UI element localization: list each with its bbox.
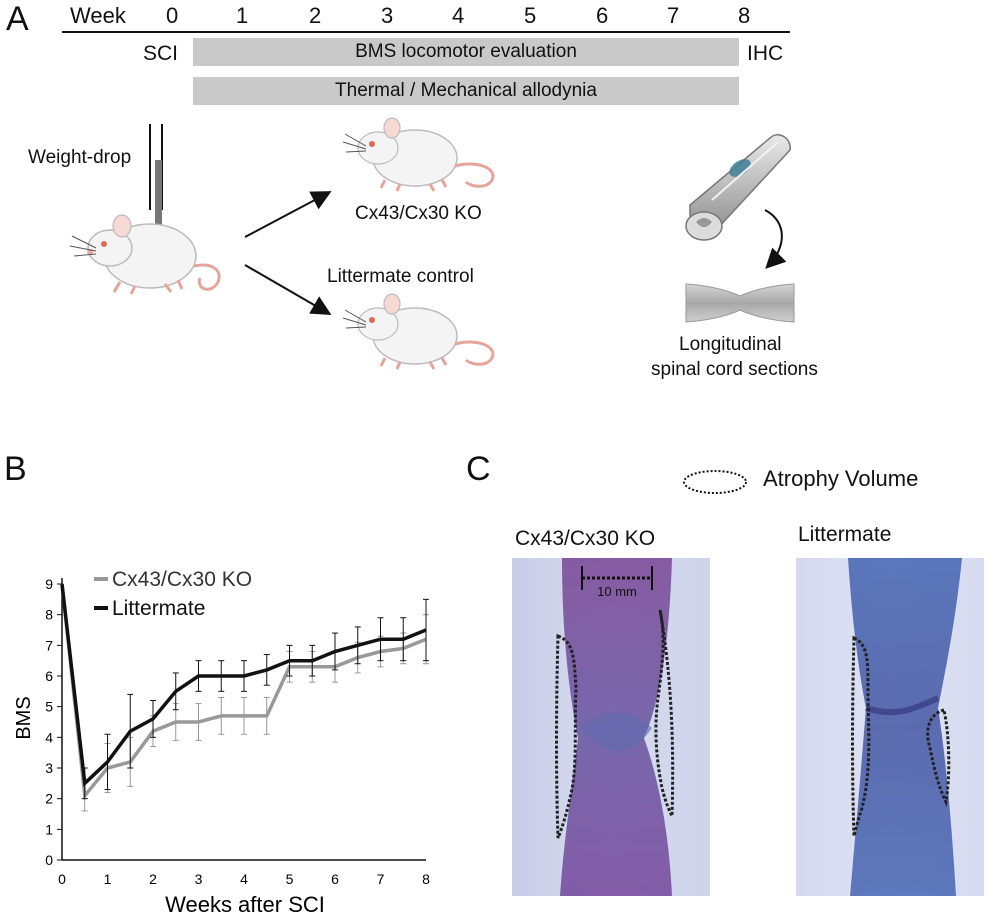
- littermate-tissue-section: [796, 558, 984, 896]
- chart-legend: Cx43/Cx30 KO Littermate: [94, 568, 252, 620]
- weight-drop-device: [149, 124, 163, 232]
- littermate-atrophy-outline-left: [851, 635, 871, 837]
- x-tick-label: 6: [331, 871, 339, 887]
- y-tick-label: 7: [45, 637, 53, 653]
- week-label: Week: [70, 3, 126, 28]
- scale-bar-label: 10 mm: [597, 584, 637, 599]
- atrophy-legend-label: Atrophy Volume: [763, 466, 919, 491]
- chart-series: [60, 583, 429, 812]
- panel-b-letter: B: [4, 450, 27, 488]
- injured-mouse: [69, 214, 221, 295]
- series-line: [60, 583, 427, 800]
- ko-mouse-label: Cx43/Cx30 KO: [355, 203, 482, 224]
- littermate-section-label: Littermate: [798, 523, 892, 546]
- y-tick-label: 9: [45, 576, 53, 592]
- panel-a-illustration: [69, 117, 795, 370]
- x-tick-label: 0: [58, 871, 66, 887]
- bms-evaluation-label: BMS locomotor evaluation: [355, 41, 577, 62]
- y-tick-label: 3: [45, 760, 53, 776]
- panel-a-letter: A: [6, 0, 29, 38]
- longitudinal-section-illustration: [685, 283, 795, 323]
- allodynia-label: Thermal / Mechanical allodynia: [335, 80, 597, 101]
- x-tick-label: 1: [104, 871, 112, 887]
- legend-label-ko: Cx43/Cx30 KO: [112, 568, 252, 591]
- week-tick-6: 6: [596, 3, 609, 28]
- x-tick-label: 2: [149, 871, 157, 887]
- ihc-label: IHC: [747, 42, 784, 65]
- ko-atrophy-outline-left: [555, 633, 578, 839]
- arrow-to-control: [244, 264, 332, 316]
- week-tick-5: 5: [524, 3, 537, 28]
- week-tick-2: 2: [309, 3, 322, 28]
- y-tick-label: 1: [45, 821, 53, 837]
- week-tick-1: 1: [236, 3, 249, 28]
- spinal-cord-illustration: [685, 134, 791, 269]
- atrophy-legend-icon: [683, 470, 747, 494]
- allodynia-bar: Thermal / Mechanical allodynia: [193, 77, 739, 105]
- x-tick-label: 4: [240, 871, 248, 887]
- scale-bar: 10 mm: [581, 566, 653, 599]
- x-axis-title: Weeks after SCI: [165, 892, 325, 916]
- y-tick-label: 5: [45, 699, 53, 715]
- series-1: [60, 583, 429, 800]
- panel-c-letter: C: [466, 450, 491, 488]
- littermate-atrophy-outline-right: [926, 708, 951, 807]
- control-mouse: [342, 293, 495, 370]
- chart-axes: 0 1 2 3 4 5 6 7 8 9 0 1 2 3 4 5 6 7 8: [45, 576, 430, 887]
- bms-evaluation-bar: BMS locomotor evaluation: [193, 38, 739, 66]
- week-tick-3: 3: [381, 3, 394, 28]
- arrow-to-ko: [244, 191, 332, 238]
- y-tick-label: 4: [45, 729, 53, 745]
- legend-label-littermate: Littermate: [112, 597, 205, 620]
- y-tick-label: 2: [45, 791, 53, 807]
- sections-label-line1: Longitudinal: [679, 334, 782, 355]
- week-tick-7: 7: [667, 3, 680, 28]
- ko-atrophy-outline-right: [654, 609, 675, 817]
- x-tick-label: 3: [195, 871, 203, 887]
- y-tick-label: 6: [45, 668, 53, 684]
- y-tick-label: 0: [45, 852, 53, 868]
- ko-section-label: Cx43/Cx30 KO: [515, 527, 656, 550]
- control-mouse-label: Littermate control: [327, 266, 474, 287]
- sections-label-line2: spinal cord sections: [651, 359, 818, 380]
- week-tick-0: 0: [166, 3, 179, 28]
- sci-label: SCI: [143, 42, 179, 65]
- series-line: [60, 583, 427, 787]
- x-tick-label: 5: [286, 871, 294, 887]
- x-tick-label: 8: [422, 871, 430, 887]
- week-tick-4: 4: [452, 3, 465, 28]
- timeline-rule: [62, 31, 790, 33]
- y-axis-title: BMS: [13, 696, 35, 739]
- x-tick-label: 7: [377, 871, 385, 887]
- ko-tissue-section: 10 mm: [512, 558, 710, 896]
- weight-drop-label: Weight-drop: [28, 147, 132, 168]
- week-tick-8: 8: [738, 3, 751, 28]
- y-tick-label: 8: [45, 607, 53, 623]
- ko-mouse: [342, 117, 495, 192]
